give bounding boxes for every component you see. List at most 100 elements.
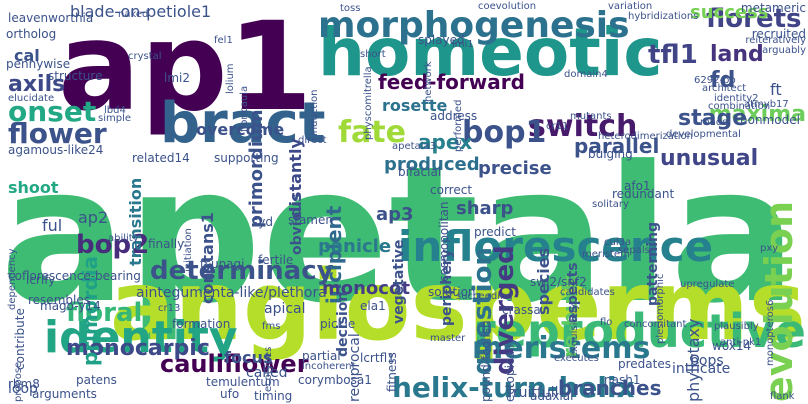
- cloud-word: helix-turn-helix: [392, 371, 635, 404]
- cloud-word: lmi1: [452, 39, 474, 50]
- cloud-word: monopteros6: [765, 299, 776, 366]
- cloud-word: overcome: [196, 120, 285, 139]
- cloud-word: lcrtfl1: [360, 351, 395, 365]
- cloud-word: predict: [474, 225, 516, 239]
- cloud-word: plesiomorphic: [655, 273, 666, 344]
- cloud-word: floral: [66, 298, 143, 328]
- cloud-word: ecotypes: [263, 346, 274, 392]
- cloud-word: bops: [690, 353, 724, 369]
- cloud-word: recruited: [751, 27, 806, 41]
- cloud-word: propose: [13, 361, 24, 402]
- cloud-word: stamen: [288, 213, 333, 227]
- cloud-word: patens: [76, 373, 117, 387]
- cloud-word: candidates: [560, 287, 615, 298]
- cloud-word: performed: [453, 99, 464, 152]
- cloud-word: lolium: [225, 63, 236, 94]
- cloud-word: land: [710, 42, 764, 67]
- cloud-word: flower: [8, 117, 107, 150]
- cloud-word: lcrlfy: [26, 273, 56, 287]
- cloud-word: cr11: [546, 121, 569, 132]
- cloud-word: cul3a: [604, 237, 632, 248]
- cloud-word: ability: [108, 233, 139, 244]
- cloud-word: executes: [554, 353, 599, 364]
- cloud-word: identity2: [714, 93, 759, 104]
- cloud-word: agamous-like24: [8, 143, 104, 157]
- cloud-word: master: [430, 333, 466, 344]
- cloud-word: success: [690, 2, 769, 23]
- cloud-word: atmyb17: [744, 99, 789, 110]
- cloud-word: maxima: [708, 102, 806, 127]
- cloud-word: anti-pk1: [720, 337, 762, 348]
- cloud-word: metameric: [740, 1, 806, 15]
- cloud-word: dependency: [7, 248, 18, 310]
- cloud-word: tsunagi: [200, 257, 245, 271]
- cloud-word: fate: [338, 115, 406, 150]
- cloud-word: fertile: [258, 253, 294, 267]
- cloud-word: transition: [126, 177, 145, 266]
- cloud-word: domain4: [564, 69, 608, 80]
- cloud-word: identity: [44, 312, 238, 363]
- cloud-word: fd: [710, 68, 736, 93]
- cloud-word: developmental: [666, 129, 741, 140]
- cloud-word: cosmopolitan: [437, 201, 451, 283]
- cloud-word: angiosperms: [109, 250, 806, 362]
- cloud-word: pound-foolish: [479, 320, 493, 402]
- cloud-word: cr13: [158, 303, 181, 314]
- cloud-word: feed-forward: [378, 70, 525, 94]
- cloud-word: leavenworthia: [8, 11, 94, 25]
- cloud-word: rbm8: [8, 377, 40, 391]
- cloud-word: fruitfull: [508, 385, 559, 401]
- cloud-word: structure: [48, 69, 103, 83]
- cloud-word: cauliflower: [160, 350, 309, 378]
- cloud-word: ft: [770, 80, 782, 99]
- cloud-word: rosette: [382, 96, 448, 115]
- cloud-word: variation: [608, 1, 653, 12]
- cloud-word: apical: [264, 301, 306, 317]
- cloud-word: coflorescence-bearing: [8, 269, 141, 283]
- cloud-word: redundant: [612, 187, 675, 201]
- cloud-word: coevolution: [478, 1, 537, 12]
- cloud-word: direct: [298, 135, 327, 146]
- cloud-word: fms: [262, 321, 281, 332]
- cloud-word: lbd4: [104, 105, 126, 116]
- cloud-word: solution: [428, 285, 476, 299]
- cloud-word: nonmodel: [740, 113, 800, 127]
- cloud-word: apetala1: [0, 126, 808, 345]
- cloud-word: cal: [14, 46, 40, 65]
- cloud-word: incoherent: [302, 361, 356, 372]
- cloud-word: bifacial: [398, 165, 442, 179]
- cloud-word: simple: [98, 113, 132, 124]
- cloud-word: apetala3: [392, 141, 436, 152]
- cloud-word: reiteratively: [745, 35, 806, 46]
- cloud-word: 6292-bp: [694, 75, 736, 86]
- cloud-word: homeotic: [318, 14, 663, 91]
- cloud-word: naked: [118, 9, 149, 20]
- cloud-word: inflorescence: [398, 222, 714, 271]
- cloud-word: monocot: [322, 278, 410, 299]
- cloud-word: ap1: [58, 0, 313, 138]
- cloud-word: short: [360, 49, 386, 60]
- cloud-word: called: [246, 365, 288, 381]
- cloud-word: timing: [254, 389, 293, 403]
- cloud-word: finally: [148, 237, 185, 251]
- cloud-word: network: [423, 61, 434, 102]
- cloud-word: temulentum: [206, 375, 280, 389]
- cloud-word: intricate: [672, 361, 731, 377]
- cloud-word: toss: [340, 3, 361, 14]
- cloud-word: adaxial: [530, 389, 574, 403]
- cloud-word: pxy: [760, 243, 779, 254]
- cloud-word: branches: [558, 376, 662, 400]
- cloud-word: panicle: [318, 236, 392, 257]
- cloud-word: induction: [309, 89, 320, 136]
- cloud-word: succeeding: [456, 291, 513, 302]
- cloud-word: pickle: [320, 317, 356, 331]
- cloud-word: corymbosa1: [298, 373, 372, 387]
- cloud-word: resembles: [28, 293, 90, 307]
- cloud-word: monocarpic: [66, 336, 210, 361]
- cloud-word: heterodimerization: [598, 131, 694, 142]
- cloud-word: swi2/snf2: [530, 275, 587, 289]
- cloud-word: architect: [702, 83, 747, 94]
- cloud-word: flo: [600, 317, 613, 328]
- cloud-word: arguments: [32, 387, 97, 401]
- cloud-word: upregulate: [680, 279, 735, 290]
